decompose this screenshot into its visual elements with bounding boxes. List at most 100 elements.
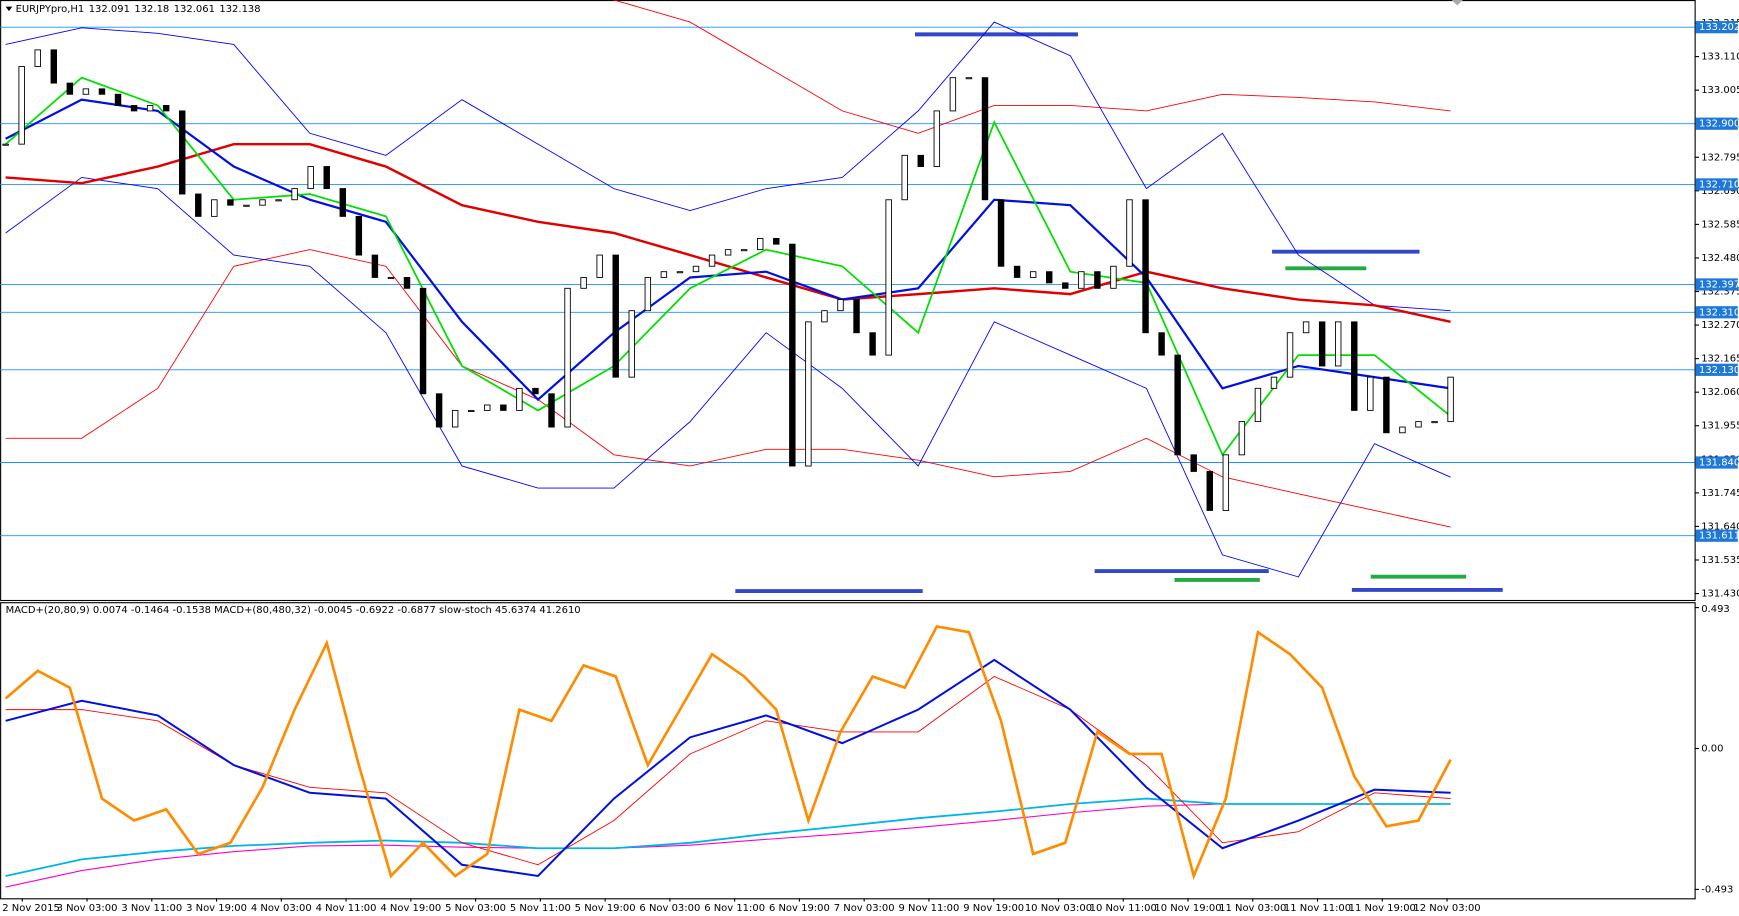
y-tick-label: 131.535 <box>1701 555 1739 566</box>
candle <box>195 193 202 217</box>
candle <box>1399 426 1406 434</box>
candle <box>50 49 58 84</box>
candle <box>307 166 314 190</box>
price-level-box <box>1695 456 1738 469</box>
indicator-line <box>5 142 1451 324</box>
x-tick-label: 9 Nov 11:00 <box>899 903 960 914</box>
header-field: EURJPYpro,H1 <box>16 4 85 15</box>
x-tick-label: 12 Nov 03:00 <box>1413 903 1480 914</box>
candle <box>1062 282 1069 289</box>
price-level-box <box>1695 529 1738 542</box>
y-tick-label: -0.493 <box>1701 884 1733 895</box>
candle <box>1367 376 1374 411</box>
candle <box>275 199 282 202</box>
symbol-header: EURJPYpro,H1 132.091 132.18 132.061 132.138 <box>16 4 261 15</box>
x-tick-label: 5 Nov 03:00 <box>445 903 506 914</box>
x-tick-label: 4 Nov 11:00 <box>316 903 377 914</box>
header-field: 132.091 <box>89 4 130 15</box>
candle <box>965 77 973 80</box>
candle <box>1270 376 1278 389</box>
candle <box>1126 199 1133 267</box>
indicator-line <box>5 76 1452 457</box>
x-tick-label: 11 Nov 11:00 <box>1284 903 1351 914</box>
indicator-line <box>611 0 1451 134</box>
candle <box>740 249 748 252</box>
candle <box>66 82 74 95</box>
candle <box>837 299 844 312</box>
price-level-box <box>1695 278 1738 291</box>
candle <box>2 143 9 146</box>
candle <box>1029 271 1037 278</box>
y-tick-label: 132.060 <box>1701 387 1739 398</box>
candle <box>355 215 363 256</box>
candle <box>1110 265 1117 289</box>
candle <box>1286 332 1294 378</box>
price-level-label: 132.397 <box>1699 279 1739 290</box>
candle <box>291 188 298 201</box>
candle <box>500 404 507 411</box>
candle <box>1174 354 1181 456</box>
candle <box>628 310 635 378</box>
x-tick-label: 4 Nov 03:00 <box>251 903 312 914</box>
candle <box>1013 265 1021 278</box>
candle <box>243 204 250 207</box>
candle <box>1447 376 1454 423</box>
candle <box>933 110 941 167</box>
candle <box>949 77 957 112</box>
price-level-box <box>1695 21 1738 34</box>
candle <box>805 321 812 467</box>
candle <box>82 88 90 95</box>
price-level-label: 132.310 <box>1699 307 1739 318</box>
candle <box>532 387 539 395</box>
indicator-line <box>5 176 1451 578</box>
y-tick-label: 131.745 <box>1701 488 1739 499</box>
candle <box>371 254 379 278</box>
candle <box>869 332 876 356</box>
y-tick-label: 0.493 <box>1701 604 1730 615</box>
y-tick-label: 132.375 <box>1701 287 1739 298</box>
candle <box>757 238 764 251</box>
menu-arrow[interactable] <box>5 6 13 12</box>
y-tick-label: 133.005 <box>1701 85 1739 96</box>
candle <box>323 166 330 190</box>
y-tick-label: 132.270 <box>1701 320 1739 331</box>
candle <box>162 105 170 112</box>
candle <box>1334 321 1342 367</box>
candle <box>564 287 571 428</box>
candle <box>179 110 186 195</box>
x-tick-label: 6 Nov 11:00 <box>704 903 765 914</box>
candle <box>516 387 523 411</box>
candle <box>98 88 106 95</box>
x-tick-label: 6 Nov 03:00 <box>639 903 700 914</box>
candle <box>724 249 732 256</box>
indicator-line <box>5 249 1451 528</box>
price-level-box <box>1695 117 1738 130</box>
x-tick-label: 6 Nov 19:00 <box>769 903 830 914</box>
candle <box>644 276 652 312</box>
candle <box>34 49 41 67</box>
candle <box>468 409 475 412</box>
candle <box>612 254 619 378</box>
y-tick-label: 133.110 <box>1701 52 1739 63</box>
candle <box>548 393 555 428</box>
y-tick-label: 131.430 <box>1701 588 1739 599</box>
candle <box>1206 471 1213 511</box>
candle <box>227 199 234 206</box>
candle <box>339 188 346 217</box>
price-level-label: 131.611 <box>1699 531 1739 542</box>
candle <box>853 299 860 334</box>
y-tick-label: 132.690 <box>1701 186 1739 197</box>
candle <box>1318 321 1326 367</box>
x-tick-label: 5 Nov 11:00 <box>510 903 571 914</box>
indicator-line <box>5 797 1451 877</box>
x-tick-label: 7 Nov 03:00 <box>834 903 895 914</box>
candle <box>692 265 700 273</box>
candle <box>981 77 989 201</box>
candle <box>403 276 411 289</box>
candle <box>580 276 587 289</box>
x-tick-label: 10 Nov 19:00 <box>1154 903 1221 914</box>
candle <box>435 393 443 428</box>
candle <box>997 199 1005 267</box>
